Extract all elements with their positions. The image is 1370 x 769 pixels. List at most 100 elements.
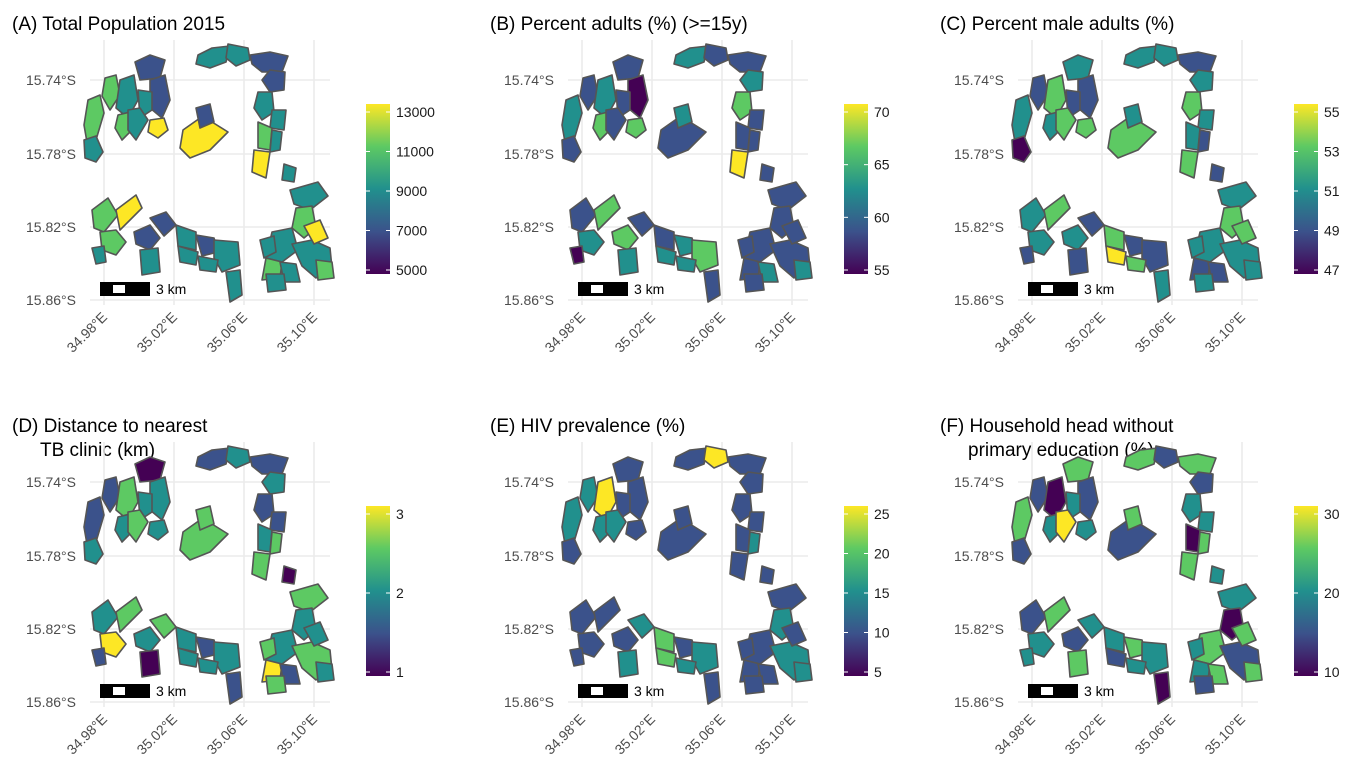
panel-A-colorbar-gradient — [366, 104, 390, 274]
panel-C-district — [1197, 129, 1211, 153]
panel-C-district — [1103, 224, 1125, 251]
panel-D-district — [269, 531, 283, 555]
panel-E-district — [579, 476, 599, 513]
panel-B-colorbar-label: 55 — [874, 262, 890, 278]
panel-E-district — [781, 621, 807, 647]
panel-F-district — [1105, 647, 1127, 668]
panel-F-district — [1177, 453, 1217, 475]
panel-C-district — [1179, 149, 1199, 179]
panel-A-district — [139, 247, 161, 276]
panel-A-district — [91, 197, 119, 233]
panel-C-district — [1061, 224, 1089, 251]
panel-D-district — [177, 647, 199, 668]
panel-E-district — [731, 493, 753, 523]
panel-D-scale-bar-label: 3 km — [156, 683, 186, 699]
panel-C-colorbar-gradient — [1294, 104, 1318, 274]
panel-E-lat-tick-label: 15.82°S — [504, 621, 554, 637]
panel-D-scale-bar-segment — [113, 687, 125, 695]
panel-F-district — [1209, 565, 1225, 585]
panel-B-district — [673, 103, 693, 129]
panel-A-district — [91, 245, 107, 265]
panel-F-lat-tick-label: 15.78°S — [954, 548, 1004, 564]
panel-A-district — [195, 103, 215, 129]
panel-B-district — [612, 54, 644, 81]
panel-E-district — [739, 471, 764, 495]
panel-E-district — [627, 476, 649, 521]
panel-B-district — [625, 117, 647, 139]
panel-C-lon-tick-label: 35.02°E — [1061, 309, 1108, 356]
panel-F-scale-bar-label: 3 km — [1084, 683, 1114, 699]
panel-F-district — [1011, 537, 1032, 565]
panel-E-lat-tick-label: 15.74°S — [504, 474, 554, 490]
panel-D-district — [251, 551, 271, 581]
panel-E-district — [605, 509, 627, 543]
panel-D-scale-bar: 3 km — [100, 683, 186, 699]
panel-C-district — [1187, 235, 1205, 259]
panel-D-choropleth — [83, 445, 335, 705]
panel-A-lat-tick-label: 15.74°S — [26, 72, 76, 88]
panel-B-scale-bar-segment — [591, 285, 603, 293]
panel-E-district — [569, 647, 585, 667]
panel-F-district — [1077, 476, 1099, 521]
panel-E-district — [675, 657, 697, 675]
panel-E-district — [747, 511, 765, 533]
panel-C-colorbar: 55 53 51 49 47 — [1294, 104, 1340, 278]
panel-A-district — [251, 149, 271, 179]
panel-B-district — [731, 91, 753, 121]
panel-A-district — [213, 239, 241, 273]
panel-B-district — [747, 109, 765, 131]
panel-D-district — [225, 671, 243, 705]
panel-A-district — [289, 181, 329, 211]
panel-F-district — [1103, 626, 1125, 653]
panel-C-district — [1067, 247, 1089, 276]
panel-C-district — [1123, 103, 1143, 129]
panel-B-district — [759, 163, 775, 183]
panel-C-scale-bar-label: 3 km — [1084, 281, 1114, 297]
panel-F-colorbar-gradient — [1294, 506, 1318, 676]
panel-F-district — [1197, 511, 1215, 533]
panel-A-colorbar-label: 13000 — [396, 104, 435, 120]
panel-C-district — [1243, 259, 1263, 281]
panel-E-district — [759, 565, 775, 585]
panel-E-colorbar-label: 25 — [874, 506, 890, 522]
panel-F-district — [1019, 599, 1047, 635]
panel-F-lon-tick-label: 35.10°E — [1201, 711, 1248, 758]
panel-F-district — [1141, 641, 1169, 675]
panel-A-scale-bar: 3 km — [100, 281, 186, 297]
panel-F-district — [1187, 637, 1205, 661]
panel-B-lat-tick-label: 15.74°S — [504, 72, 554, 88]
panel-D-district — [197, 657, 219, 675]
panel-D-district — [213, 641, 241, 675]
panel-E-scale-bar-segment — [591, 687, 603, 695]
panel-B-title-line-1: (B) Percent adults (%) (>=15y) — [490, 14, 748, 35]
panel-A-colorbar-label: 11000 — [396, 144, 434, 160]
panel-B-colorbar-label: 70 — [874, 104, 890, 120]
panel-A-lon-tick-label: 35.02°E — [133, 309, 180, 356]
panel-A-lon-tick-label: 35.10°E — [273, 309, 320, 356]
panel-B-district — [703, 43, 729, 67]
panel-D-district — [139, 649, 161, 678]
panel-B-district — [569, 245, 585, 265]
panel-F-lon-tick-label: 35.02°E — [1061, 711, 1108, 758]
panel-A: (A) Total Population 2015 15.74°S 15.78°S 1… — [12, 14, 435, 355]
panel-A-district — [225, 269, 243, 303]
panel-A-title-line-1: (A) Total Population 2015 — [12, 14, 225, 35]
panel-F-district — [1217, 583, 1257, 613]
panel-A-lat-tick-label: 15.78°S — [26, 146, 76, 162]
panel-E-district — [655, 647, 677, 668]
panel-D-district — [149, 476, 171, 521]
panel-D-lon-tick-label: 35.06°E — [203, 711, 250, 758]
panel-C-colorbar-label: 55 — [1324, 104, 1340, 120]
panel-F-district — [1123, 505, 1143, 531]
panel-F-district — [1019, 647, 1035, 667]
panel-D-lat-tick-label: 15.74°S — [26, 474, 76, 490]
panel-C-district — [1141, 239, 1169, 273]
panel-C-lat-tick-label: 15.82°S — [954, 219, 1004, 235]
panel-B-district — [729, 149, 749, 179]
panel-F-lat-tick-label: 15.86°S — [954, 694, 1004, 710]
panel-D-district — [147, 519, 169, 541]
panel-C: (C) Percent male adults (%) 15.74°S 15.78°… — [940, 14, 1340, 355]
panel-F-lat-tick-label: 15.74°S — [954, 474, 1004, 490]
panel-A-scale-bar-label: 3 km — [156, 281, 186, 297]
panel-E-lon-tick-label: 35.10°E — [751, 711, 798, 758]
